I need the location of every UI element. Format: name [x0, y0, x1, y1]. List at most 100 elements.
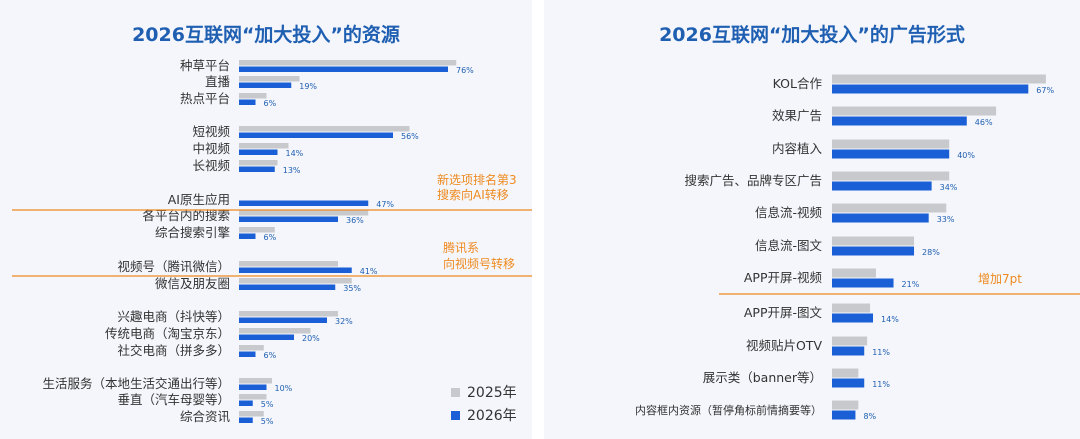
- bar-2026: [832, 149, 950, 159]
- bar-2025: [239, 394, 267, 400]
- category-label: 搜索广告、品牌专区广告: [684, 173, 822, 188]
- bar-2026: [832, 181, 932, 191]
- legend-swatch-2025: [451, 388, 460, 397]
- annotation-text: 腾讯系: [443, 240, 479, 255]
- annotation-text: 增加7pt: [978, 272, 1022, 286]
- category-label: APP开屏-视频: [744, 270, 823, 285]
- category-label: KOL合作: [773, 76, 823, 91]
- bar-2025: [832, 336, 868, 346]
- category-label: 中视频: [192, 141, 230, 156]
- bar-2026: [832, 378, 865, 388]
- category-label: 视频号（腾讯微信）: [117, 259, 230, 274]
- bar-2025: [239, 278, 352, 284]
- bar-2026: [832, 313, 874, 323]
- bar-2026: [239, 82, 292, 88]
- value-label: 40%: [957, 151, 975, 160]
- category-label: 信息流-图文: [755, 238, 823, 253]
- bar-2025: [239, 76, 300, 82]
- category-label: 种草平台: [180, 58, 230, 73]
- category-label: 内容植入: [772, 141, 823, 156]
- annotation-text: 搜索向AI转移: [437, 187, 509, 202]
- right-panel: 2026互联网“加大投入”的广告形式 KOL合作 67% 效果广告 46% 内容植入 40…: [544, 0, 1080, 439]
- bar-2025: [832, 368, 859, 378]
- bar-2025: [239, 328, 311, 334]
- category-label: 信息流-视频: [755, 205, 823, 220]
- bar-2026: [832, 278, 894, 288]
- bar-2025: [239, 261, 338, 267]
- value-label: 6%: [264, 99, 277, 108]
- value-label: 28%: [922, 248, 940, 257]
- legend-label-2026: 2026年: [467, 408, 517, 424]
- value-label: 76%: [456, 66, 474, 75]
- bar-2026: [239, 233, 256, 239]
- value-label: 11%: [872, 348, 890, 357]
- bar-2025: [832, 171, 950, 181]
- value-label: 11%: [872, 380, 890, 389]
- category-label: 展示类（banner等）: [703, 370, 822, 385]
- value-label: 35%: [343, 284, 361, 293]
- bar-2025: [832, 74, 1046, 84]
- category-label: 短视频: [192, 124, 230, 139]
- bar-2026: [239, 99, 256, 105]
- bar-2025: [239, 160, 278, 166]
- value-label: 6%: [264, 233, 277, 242]
- bar-2026: [239, 334, 294, 340]
- annotation-text: 向视频号转移: [443, 256, 515, 271]
- category-label: 垂直（汽车母婴等）: [117, 392, 230, 407]
- category-label: 长视频: [192, 158, 230, 173]
- value-label: 33%: [937, 215, 955, 224]
- bar-2025: [832, 236, 915, 246]
- bar-2026: [239, 351, 256, 357]
- bar-2026: [239, 400, 253, 406]
- bar-2025: [832, 139, 950, 149]
- bar-2026: [239, 132, 393, 138]
- bar-2026: [239, 66, 448, 72]
- legend-swatch-2026: [451, 411, 460, 420]
- bar-2026: [239, 166, 275, 172]
- value-label: 13%: [283, 166, 301, 175]
- bar-2025: [239, 345, 264, 351]
- category-label: 生活服务（本地生活交通出行等）: [42, 376, 230, 391]
- bar-2025: [239, 210, 369, 216]
- category-label: AI原生应用: [168, 192, 230, 207]
- category-label: 热点平台: [180, 91, 230, 106]
- bar-2025: [832, 203, 947, 213]
- bar-2026: [239, 200, 369, 206]
- bar-2026: [239, 417, 253, 423]
- value-label: 6%: [264, 351, 277, 360]
- bar-2025: [239, 227, 275, 233]
- bar-2025: [239, 60, 457, 66]
- bar-2026: [239, 317, 327, 323]
- bar-2025: [832, 106, 997, 116]
- value-label: 5%: [261, 400, 274, 409]
- value-label: 34%: [940, 183, 958, 192]
- bar-2026: [832, 84, 1029, 94]
- bar-2026: [832, 346, 865, 356]
- left-panel: 2026互联网“加大投入”的资源 种草平台 76% 直播 19% 热点平台 6% 短视频 56…: [0, 0, 532, 439]
- category-label: 视频贴片OTV: [746, 338, 822, 353]
- category-label: 综合搜索引擎: [155, 225, 230, 240]
- value-label: 32%: [335, 317, 353, 326]
- bar-2025: [239, 411, 264, 417]
- bar-2025: [239, 93, 267, 99]
- bar-2026: [832, 246, 915, 256]
- value-label: 41%: [360, 267, 378, 276]
- value-label: 14%: [881, 315, 899, 324]
- value-label: 20%: [302, 334, 320, 343]
- bar-2026: [832, 116, 967, 126]
- value-label: 8%: [863, 412, 876, 421]
- bar-2025: [832, 303, 871, 313]
- right-chart-title: 2026互联网“加大投入”的广告形式: [659, 24, 965, 46]
- bar-2026: [832, 410, 856, 420]
- annotation-text: 新选项排名第3: [437, 172, 517, 187]
- bar-2025: [239, 311, 338, 317]
- right-bar-chart: KOL合作 67% 效果广告 46% 内容植入 40% 搜索广告、品牌专区广告 34% 信息流-…: [635, 74, 1080, 421]
- bar-2026: [239, 267, 352, 273]
- value-label: 36%: [346, 216, 364, 225]
- left-bar-chart: 种草平台 76% 直播 19% 热点平台 6% 短视频 56% 中视频 14% 长视频 13% AI原生…: [12, 58, 532, 426]
- value-label: 21%: [902, 280, 920, 289]
- category-label: 各平台内的搜索: [142, 208, 230, 223]
- value-label: 5%: [261, 417, 274, 426]
- bar-2026: [239, 149, 278, 155]
